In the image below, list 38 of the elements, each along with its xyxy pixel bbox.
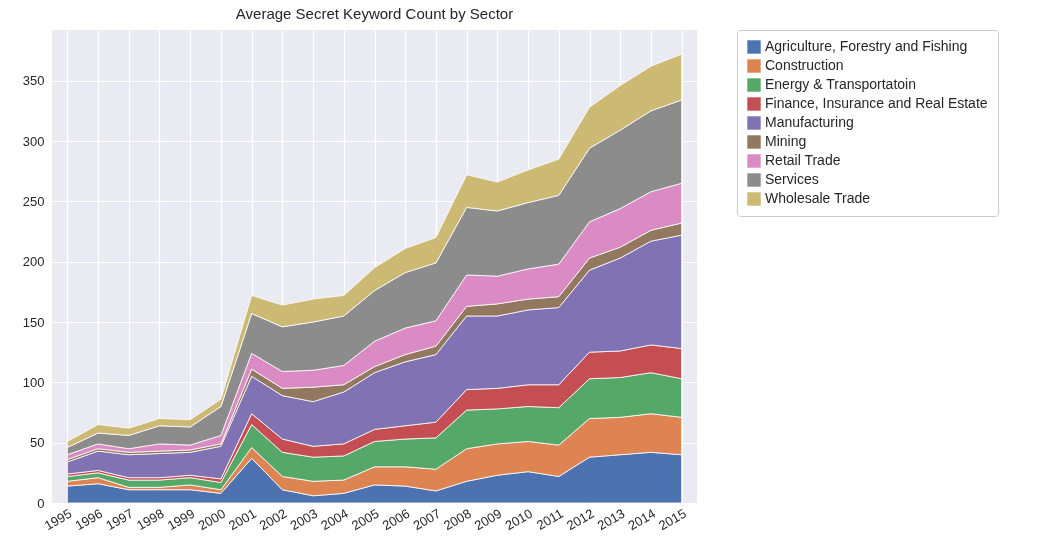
x-tick-label: 1996: [72, 505, 106, 534]
x-tick-label: 2010: [502, 505, 536, 534]
x-tick-label: 2001: [226, 505, 259, 534]
x-tick-label: 2004: [318, 505, 351, 534]
x-tick-label: 2005: [348, 505, 382, 534]
x-tick-label: 2006: [379, 505, 413, 534]
x-tick-label: 2014: [625, 505, 658, 534]
y-tick-label: 100: [22, 374, 45, 390]
legend-label: Finance, Insurance and Real Estate: [765, 95, 988, 111]
y-tick-label: 0: [37, 495, 45, 511]
x-tick-label: 2013: [594, 505, 628, 534]
x-tick-label: 1998: [133, 505, 167, 534]
y-tick-label: 300: [22, 133, 45, 149]
x-tick-label: 2012: [563, 505, 597, 534]
x-tick-label: 2015: [656, 505, 689, 534]
x-tick-label: 2002: [256, 505, 290, 534]
legend-label: Energy & Transportatoin: [765, 76, 916, 92]
legend-label: Wholesale Trade: [765, 190, 871, 206]
x-tick-label: 1999: [164, 505, 198, 534]
x-tick-label: 2009: [471, 505, 505, 534]
x-tick-label: 2008: [441, 505, 474, 534]
x-tick-label: 2003: [287, 505, 321, 534]
y-tick-label: 50: [30, 435, 45, 451]
legend-label: Services: [765, 171, 819, 187]
x-tick-label: 1997: [103, 505, 136, 534]
legend-label: Retail Trade: [765, 152, 841, 168]
x-tick-label: 2000: [195, 505, 228, 534]
y-tick-label: 350: [22, 73, 45, 89]
y-tick-label: 250: [22, 193, 45, 209]
y-tick-label: 150: [22, 314, 45, 330]
legend-label: Mining: [765, 133, 807, 149]
y-tick-label: 200: [22, 254, 45, 270]
x-tick-label: 2011: [534, 505, 566, 533]
legend-label: Agriculture, Forestry and Fishing: [765, 38, 968, 54]
legend-label: Construction: [765, 57, 844, 73]
legend-label: Manufacturing: [765, 114, 854, 130]
chart-title: Average Secret Keyword Count by Sector: [235, 4, 514, 22]
x-tick-label: 2007: [410, 505, 443, 534]
